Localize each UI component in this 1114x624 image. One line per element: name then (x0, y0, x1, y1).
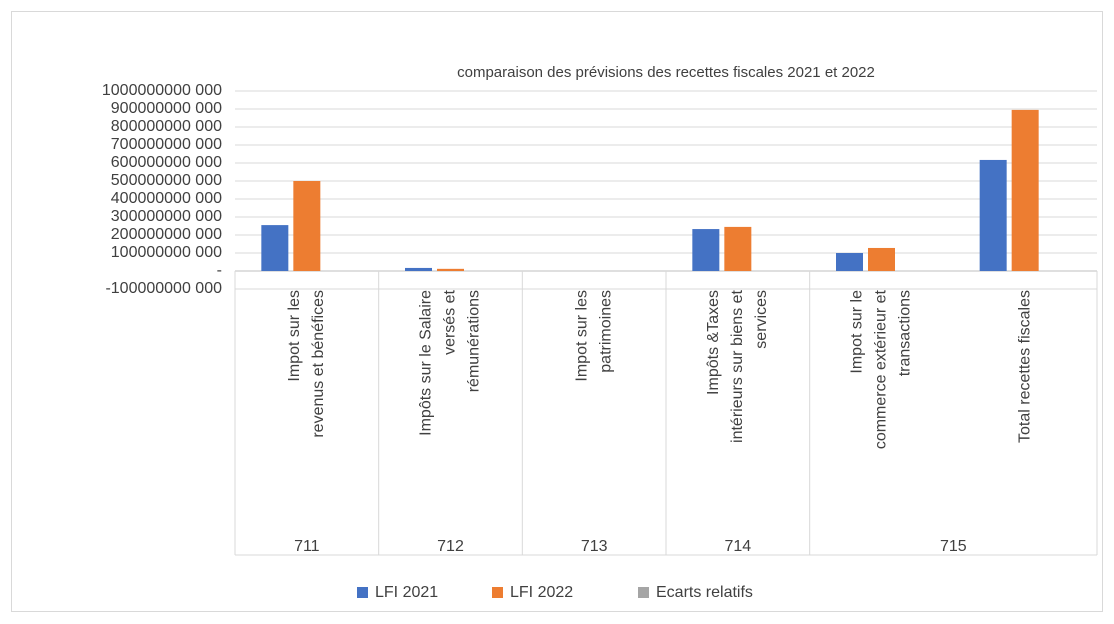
chart-border (11, 11, 1103, 612)
y-tick-label: 500000000 000 (111, 172, 222, 189)
y-tick-label: 400000000 000 (111, 190, 222, 207)
x-tick-label: intérieurs sur biens et (729, 289, 746, 443)
bar (293, 181, 321, 271)
group-label: 713 (581, 538, 608, 555)
y-tick-label: - (217, 262, 222, 279)
y-tick-label: 600000000 000 (111, 154, 222, 171)
chart-title: comparaison des prévisions des recettes … (457, 64, 875, 81)
x-tick-label: Impot sur les (286, 290, 303, 382)
x-tick-label: Impôts &Taxes (705, 290, 722, 395)
x-tick-label: transactions (897, 290, 914, 376)
y-tick-label: 700000000 000 (111, 136, 222, 153)
legend-swatch (638, 587, 649, 598)
bar (261, 225, 289, 271)
legend-label: LFI 2022 (510, 584, 573, 601)
x-tick-label: patrimoines (597, 290, 614, 373)
legend-label: LFI 2021 (375, 584, 438, 601)
y-tick-label: 800000000 000 (111, 118, 222, 135)
bar (836, 253, 863, 271)
group-label: 714 (724, 538, 751, 555)
legend-swatch (492, 587, 503, 598)
y-tick-label: 300000000 000 (111, 208, 222, 225)
group-label: 711 (294, 538, 320, 555)
x-tick-label: rémunérations (466, 290, 483, 392)
x-tick-label: versés et (442, 289, 459, 354)
group-label: 712 (437, 538, 464, 555)
bar (1011, 109, 1039, 272)
y-tick-label: 200000000 000 (111, 226, 222, 243)
bar (692, 229, 720, 271)
y-tick-label: 1000000000 000 (102, 82, 222, 99)
x-tick-label: revenus et bénéfices (310, 290, 327, 438)
x-tick-label: Total recettes fiscales (1016, 290, 1033, 443)
x-tick-label: Impot sur les (573, 290, 590, 382)
x-tick-label: Impôts sur le Salaire (418, 290, 435, 436)
y-tick-label: -100000000 000 (105, 280, 222, 297)
bar (405, 267, 432, 271)
bar (868, 247, 895, 271)
x-tick-label: commerce extérieur et (873, 289, 890, 449)
bar (724, 226, 752, 271)
legend-label: Ecarts relatifs (656, 584, 753, 601)
bar (437, 268, 464, 271)
group-label: 715 (940, 538, 967, 555)
bar (979, 159, 1007, 271)
x-tick-label: services (753, 290, 770, 349)
x-tick-label: Impot sur le (849, 290, 866, 374)
y-tick-label: 900000000 000 (111, 100, 222, 117)
legend-swatch (357, 587, 368, 598)
y-tick-label: 100000000 000 (111, 244, 222, 261)
